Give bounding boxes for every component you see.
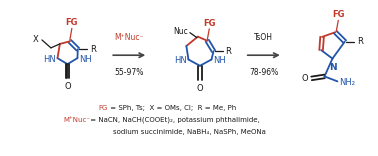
Text: TsOH: TsOH <box>254 33 273 42</box>
Text: M⁺Nuc⁻: M⁺Nuc⁻ <box>115 33 144 42</box>
Text: M⁺Nuc⁻: M⁺Nuc⁻ <box>64 117 91 123</box>
Text: FG: FG <box>65 18 78 27</box>
Text: Nuc: Nuc <box>173 27 188 36</box>
Text: FG: FG <box>98 105 108 111</box>
Text: FG: FG <box>203 19 215 28</box>
Text: R: R <box>357 37 363 46</box>
Text: R: R <box>226 47 231 56</box>
Text: 78-96%: 78-96% <box>249 68 278 77</box>
Text: NH: NH <box>79 55 92 64</box>
Text: FG: FG <box>332 10 345 19</box>
Text: HN: HN <box>43 55 56 64</box>
Text: N: N <box>328 63 336 72</box>
Text: sodium succinimide, NaBH₄, NaSPh, MeONa: sodium succinimide, NaBH₄, NaSPh, MeONa <box>113 129 265 134</box>
Text: = NaCN, NaCH(COOEt)₂, potassium phthalimide,: = NaCN, NaCH(COOEt)₂, potassium phthalim… <box>88 116 260 123</box>
Text: R: R <box>90 45 96 54</box>
Text: HN: HN <box>174 56 186 65</box>
Text: X: X <box>33 35 39 44</box>
Text: O: O <box>64 82 71 91</box>
Text: O: O <box>197 84 203 93</box>
Text: NH₂: NH₂ <box>339 78 355 87</box>
Text: = SPh, Ts;  X = OMs, Cl;  R = Me, Ph: = SPh, Ts; X = OMs, Cl; R = Me, Ph <box>108 105 237 111</box>
Text: O: O <box>302 74 308 83</box>
Text: 55-97%: 55-97% <box>115 68 144 77</box>
Text: NH: NH <box>214 56 226 65</box>
